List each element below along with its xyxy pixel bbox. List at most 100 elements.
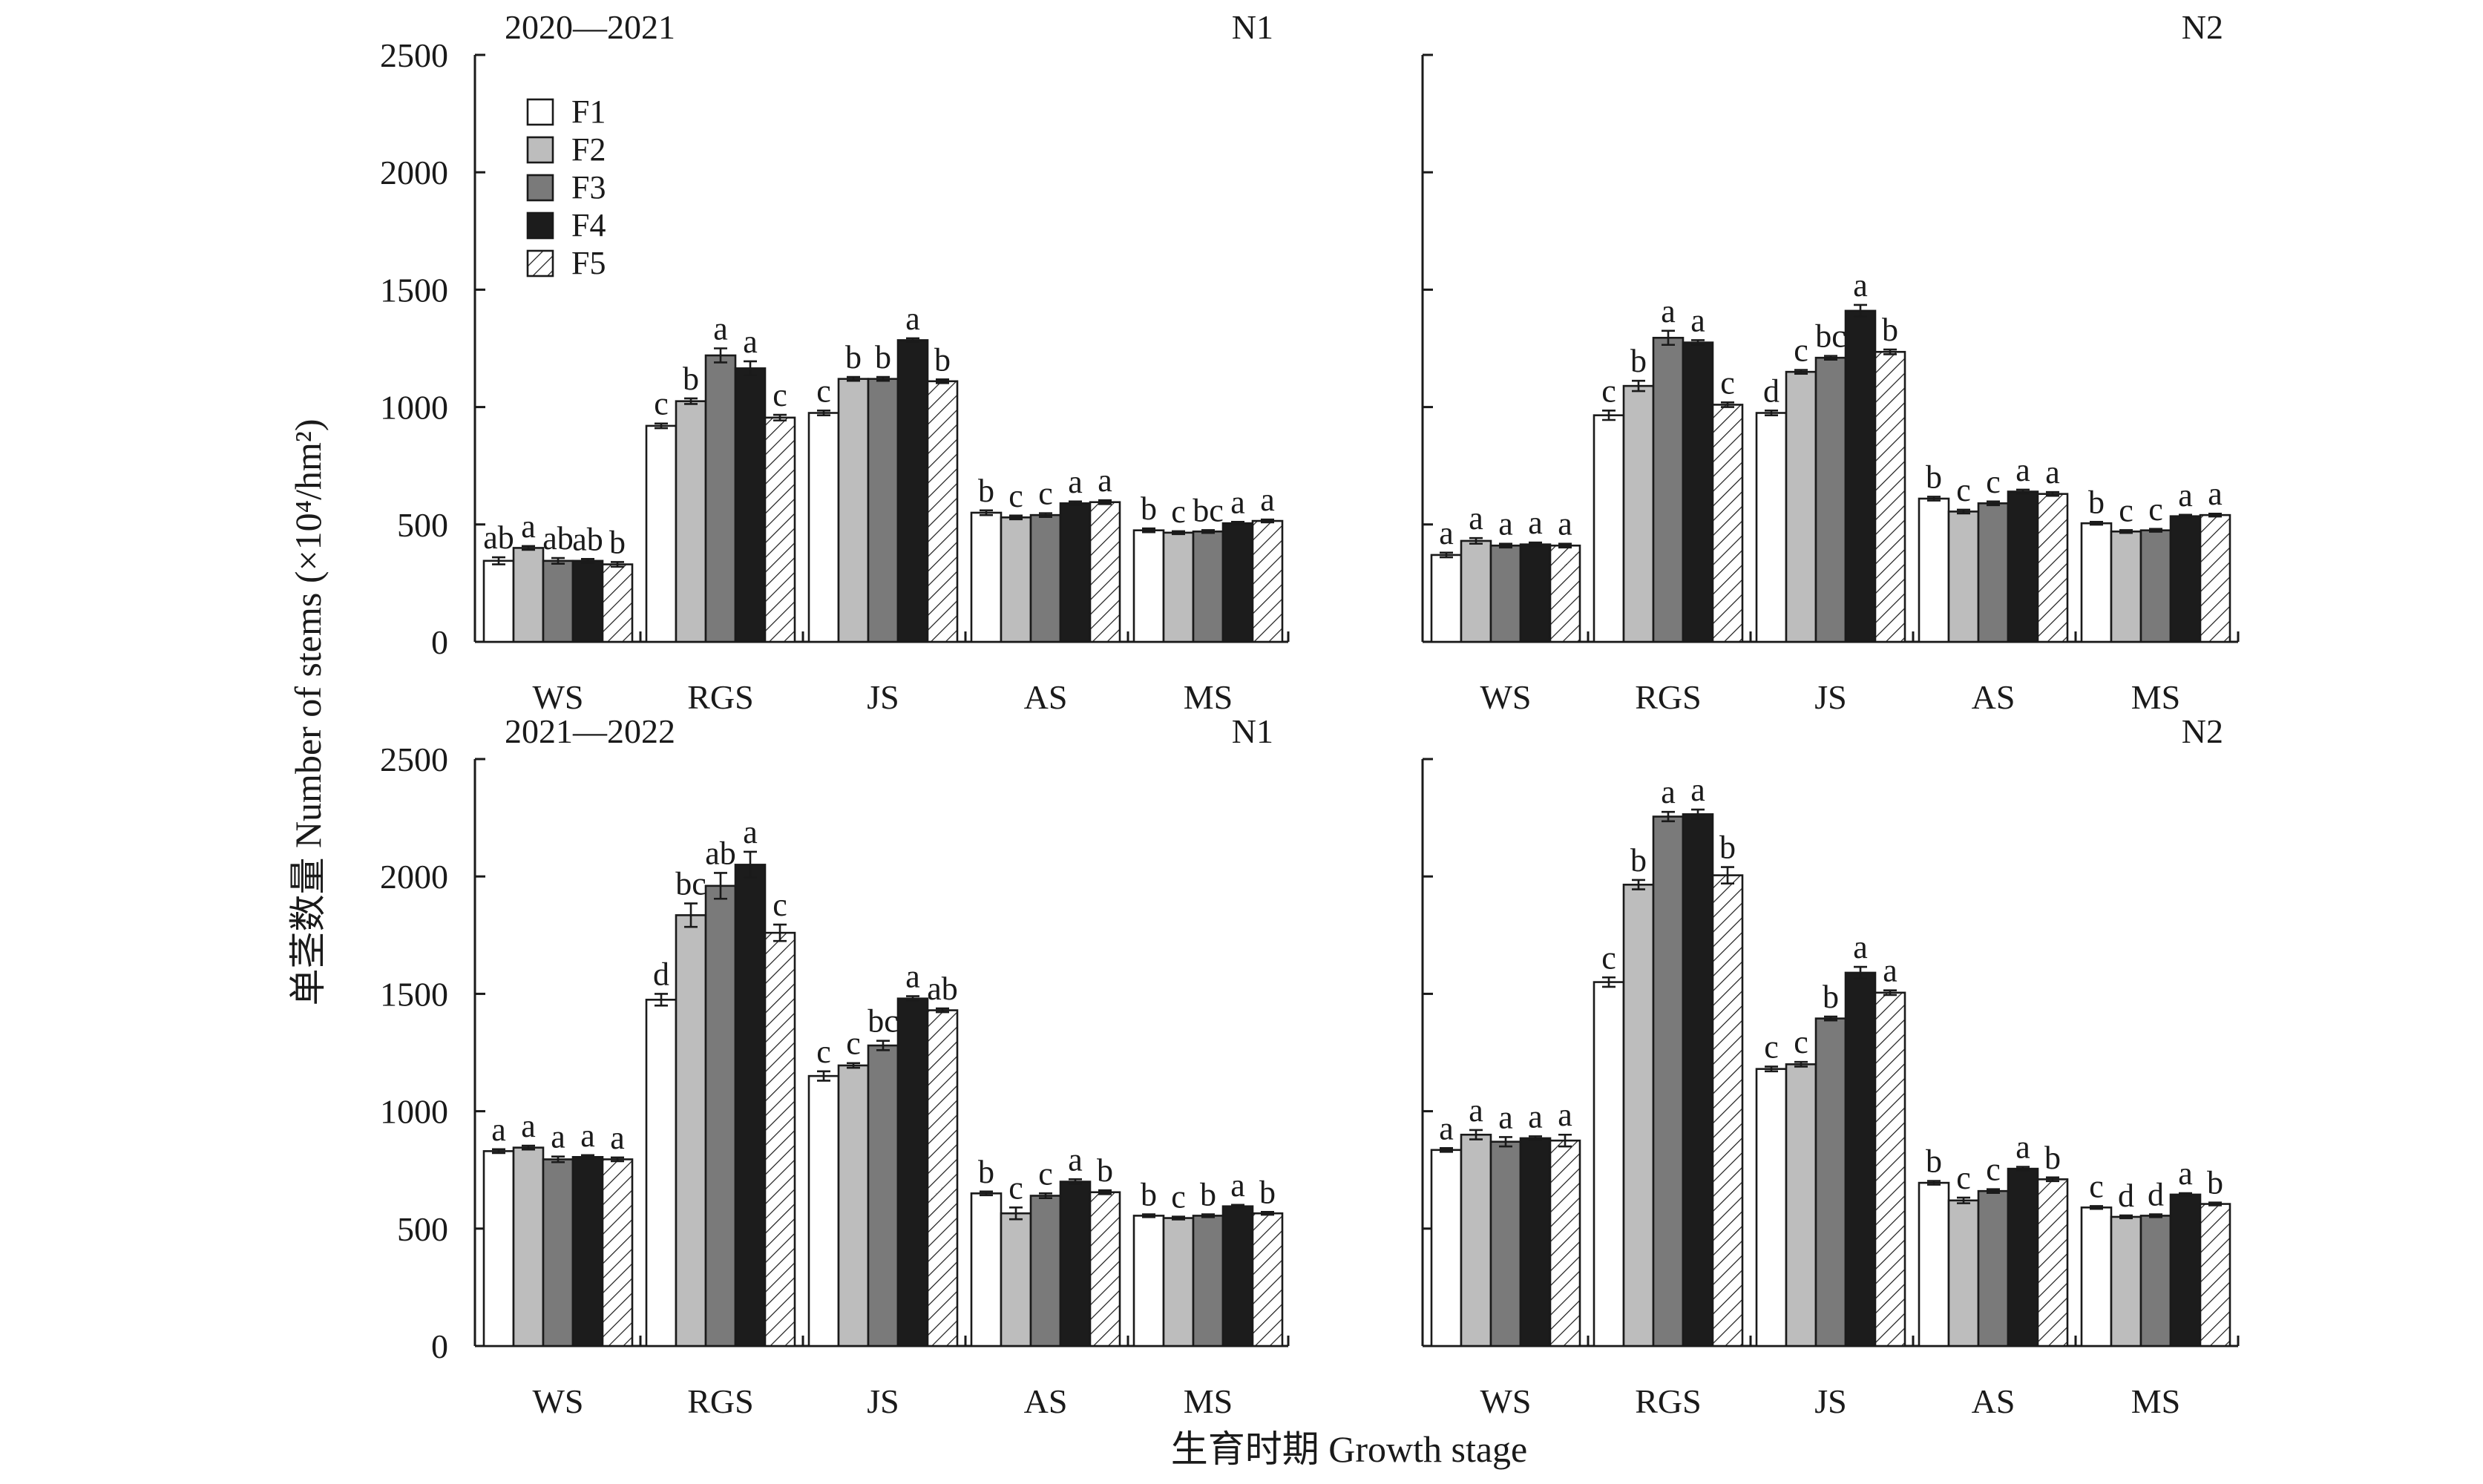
significance-letter: a [743,324,758,360]
significance-letter: c [1986,464,2001,500]
significance-letter: a [1098,462,1112,499]
error-bar-f1-as [980,509,993,516]
bar-f2-as [1000,516,1032,643]
legend-label-f3: F3 [571,169,606,206]
error-bar-f4-rgs [1691,808,1705,820]
y-tick-label: 1500 [380,975,448,1013]
x-tick-label-js: JS [1814,1382,1846,1420]
significance-letter: a [1661,293,1676,329]
y-tick-label: 2500 [380,741,448,778]
bar-f4-ms [1221,1205,1254,1347]
error-bar-f2-ws [522,1144,535,1151]
panel-label: N2 [2182,8,2223,46]
significance-letter: a [551,1119,565,1155]
error-bar-f3-js [1824,355,1837,361]
bar-f1-rgs [645,999,678,1347]
significance-letter: a [713,311,728,347]
error-bar-f1-rgs [1602,410,1616,421]
bar-f2-js [1785,370,1817,643]
error-bar-f1-ms [1142,1213,1155,1218]
error-bar-f4-as [2016,1166,2030,1172]
y-tick-label: 2500 [380,36,448,74]
significance-letter: c [1764,1028,1779,1065]
bar-f1-rgs [1593,981,1625,1347]
error-bar-f4-ws [1529,1135,1542,1141]
bar-f2-js [837,378,870,643]
error-bar-f5-ws [1558,542,1572,549]
error-bar-f3-ms [2149,528,2162,533]
error-bar-f5-rgs [773,413,787,421]
error-bar-f4-js [906,337,919,344]
bar-f5-as [2036,493,2069,643]
x-tick-label-as: AS [1024,678,1068,716]
significance-letter: a [1558,506,1572,542]
significance-letter: b [683,361,699,397]
x-tick-label-js: JS [867,678,899,716]
error-bar-f4-ms [2179,1192,2192,1198]
significance-letter: c [1720,364,1735,401]
error-bar-f5-ms [2208,1201,2222,1206]
bar-f5-rgs [1711,874,1744,1347]
significance-letter: c [1956,472,1971,508]
bar-f5-js [1874,350,1906,643]
bar-f1-js [1755,1068,1788,1347]
x-tick-label-ws: WS [1480,1382,1532,1420]
error-bar-f4-rgs [1691,339,1705,347]
significance-letter: b [1926,459,1942,495]
bar-f3-as [1977,502,2010,643]
error-bar-f5-ms [1261,518,1274,524]
significance-letter: a [905,959,920,995]
error-bar-f2-rgs [684,902,698,928]
x-tick-label-rgs: RGS [1635,1382,1701,1420]
error-bar-f4-as [1069,500,1082,507]
significance-letter: ab [483,519,514,556]
significance-letter: c [1794,1024,1808,1060]
bar-f3-as [1977,1189,2010,1347]
significance-letter: d [2148,1176,2164,1212]
significance-letter: d [1763,372,1780,409]
error-bar-f2-as [1957,508,1970,515]
bar-f4-rgs [734,367,767,643]
significance-letter: c [1008,478,1023,514]
significance-letter: a [1690,772,1705,808]
legend-label-f4: F4 [571,207,606,243]
error-bar-f2-ms [2119,1214,2133,1220]
significance-letter: ab [705,835,736,871]
bar-f4-rgs [1682,341,1714,643]
significance-letter: c [1038,476,1053,512]
bar-f3-ms [1192,1215,1224,1347]
panel-label: N2 [2182,712,2223,750]
bar-f3-ms [2139,1215,2172,1347]
significance-letter: bc [1193,492,1224,528]
significance-letter: a [2015,452,2030,488]
error-bar-f4-ws [581,1154,594,1160]
error-bar-f4-js [906,995,919,1002]
significance-letter: b [1259,1174,1276,1210]
error-bar-f3-as [1987,1188,2000,1195]
error-bar-f2-js [847,1062,860,1069]
error-bar-f3-ms [1201,529,1215,534]
bar-f5-ms [2199,1203,2231,1347]
error-bar-f3-js [1824,1015,1837,1022]
significance-letter: ab [542,520,574,556]
bar-f1-as [970,511,1003,643]
error-bar-f1-ws [492,1148,505,1155]
x-axis-title: 生育时期 Growth stage [1171,1428,1528,1470]
error-bar-f3-as [1039,1192,1052,1199]
significance-letter: a [1853,929,1868,965]
x-tick-label-ws: WS [533,678,584,716]
error-bar-f2-as [1009,514,1023,521]
significance-letter: c [654,386,669,422]
error-bar-f5-rgs [1721,401,1734,408]
error-bar-f1-as [1927,1180,1941,1186]
bar-f2-js [1785,1063,1817,1347]
significance-letter: a [2208,476,2223,512]
bar-f1-as [970,1192,1003,1347]
x-tick-label-rgs: RGS [687,678,753,716]
error-bar-f4-js [1854,303,1867,318]
error-bar-f4-ms [2179,513,2192,519]
significance-letter: b [2044,1140,2061,1176]
x-tick-label-as: AS [1024,1382,1068,1420]
